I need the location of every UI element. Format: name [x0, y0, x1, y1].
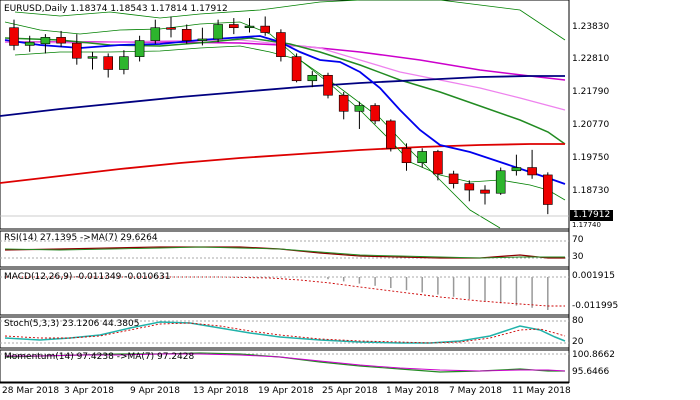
momentum-panel: [0, 352, 569, 373]
bollinger-upper-line: [14, 0, 566, 41]
price-tick-6: 1.18730: [572, 186, 610, 196]
momentum-level-top: 100.8662: [572, 350, 615, 360]
ma-violet-line: [4, 39, 566, 111]
macd-level-top: 0.001915: [572, 271, 615, 281]
candlestick-series: [9, 16, 553, 215]
candle-bullish: [213, 24, 223, 40]
candle-bearish: [480, 189, 490, 194]
date-tick-3: 9 Apr 2018: [130, 386, 180, 396]
candle-bullish: [24, 41, 35, 46]
ma-red-line: [0, 143, 565, 184]
momentum-line: [4, 352, 565, 373]
current-price-tag: 1.17912: [570, 210, 614, 221]
candle-bullish: [307, 74, 318, 82]
candle-bearish: [72, 42, 82, 59]
candle-bearish: [433, 151, 443, 175]
candle-bearish: [56, 37, 66, 44]
rsi-panel: [0, 240, 569, 259]
price-tick-7: 1.17740: [572, 221, 601, 229]
candle-bullish: [87, 56, 98, 59]
date-tick-5: 19 Apr 2018: [258, 386, 314, 396]
candle-bearish: [464, 183, 475, 191]
rsi-level-70-label: 70: [572, 235, 584, 245]
date-tick-8: 7 May 2018: [449, 386, 502, 396]
stoch-panel: [0, 320, 569, 344]
symbol-header: EURUSD,Daily 1.18374 1.18543 1.17814 1.1…: [4, 4, 228, 14]
ma-navy-line: [0, 75, 565, 117]
candle-bullish: [495, 170, 506, 194]
candle-bullish: [134, 40, 145, 57]
candle-bearish: [401, 147, 412, 164]
momentum-ma-line: [5, 353, 566, 372]
date-tick-7: 1 May 2018: [386, 386, 439, 396]
rsi-line: [4, 246, 565, 259]
candle-bearish: [9, 27, 19, 46]
date-tick-6: 25 Apr 2018: [322, 386, 378, 396]
price-tick-1: 1.23830: [572, 22, 610, 32]
rsi-level-30-label: 30: [572, 252, 584, 262]
candle-bullish: [511, 167, 522, 172]
macd-level-bottom: -0.011995: [572, 301, 619, 311]
candle-bullish: [244, 25, 255, 29]
date-tick-9: 11 May 2018: [512, 386, 571, 396]
candle-bearish: [103, 56, 113, 70]
candle-bearish: [385, 120, 396, 149]
price-tick-4: 1.20770: [572, 120, 610, 130]
rsi-ma-line: [4, 246, 565, 259]
date-tick-2: 3 Apr 2018: [64, 386, 114, 396]
candle-bearish: [181, 29, 192, 41]
candle-bearish: [323, 74, 333, 96]
stoch-signal-line: [4, 322, 566, 344]
macd-signal-line: [5, 276, 565, 307]
stoch-level-20-label: 20: [572, 337, 584, 347]
stoch-main-line: [4, 321, 566, 344]
candle-bullish: [150, 27, 161, 41]
candle-bearish: [260, 25, 271, 33]
momentum-level-bottom: 95.6466: [572, 367, 610, 377]
candle-bearish: [166, 27, 176, 30]
candle-bullish: [354, 105, 365, 112]
bollinger-lower-line: [14, 45, 501, 229]
rsi-label: RSI(14) 27.1395 ->MA(7) 29.6264: [4, 233, 158, 243]
candle-bullish: [119, 56, 129, 70]
momentum-label: Momentum(14) 97.4238 ->MA(7) 97.2428: [4, 352, 195, 362]
price-tick-3: 1.21790: [572, 87, 610, 97]
candle-bearish: [448, 173, 459, 184]
candle-bearish: [527, 167, 537, 176]
candle-bearish: [370, 105, 380, 122]
stoch-label: Stoch(5,3,3) 23.1206 44.3805: [4, 319, 140, 329]
candle-bullish: [197, 38, 208, 41]
candle-bullish: [40, 37, 51, 45]
candle-bearish: [291, 56, 302, 82]
candle-bearish: [276, 32, 286, 57]
candle-bearish: [338, 94, 349, 112]
date-tick-4: 13 Apr 2018: [193, 386, 249, 396]
candle-bullish: [417, 151, 428, 164]
price-tick-5: 1.19750: [572, 153, 610, 163]
stoch-level-80-label: 80: [572, 316, 584, 326]
date-tick-1: 28 Mar 2018: [2, 386, 60, 396]
candle-bearish: [542, 174, 553, 205]
price-tick-2: 1.22810: [572, 54, 610, 64]
candle-bearish: [229, 24, 239, 29]
macd-label: MACD(12,26,9) -0.011349 -0.010631: [4, 272, 171, 282]
